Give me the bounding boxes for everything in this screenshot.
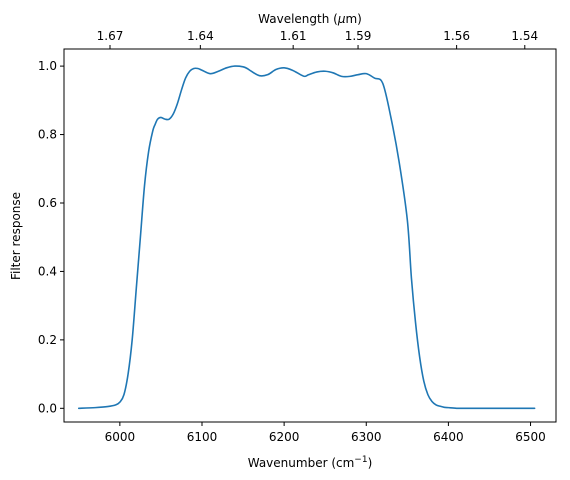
top-x-tick-label: 1.56 (443, 29, 470, 43)
axes: 6000 6100 6200 6300 6400 6500 1.67 1.64 1.61 1.5… (38, 29, 557, 444)
x-tick-label: 6100 (187, 430, 218, 444)
plot-area (77, 65, 536, 410)
x-axis-label: Wavenumber (cm−1) (248, 455, 373, 470)
x-tick-label: 6500 (515, 430, 546, 444)
top-x-tick-label: 1.54 (511, 29, 538, 43)
x-tick-label: 6200 (269, 430, 300, 444)
top-x-tick-label: 1.61 (280, 29, 307, 43)
x-tick-label: 6300 (351, 430, 382, 444)
y-tick-label: 0.4 (38, 264, 57, 278)
bottom-x-ticks: 6000 6100 6200 6300 6400 6500 (105, 422, 546, 444)
y-axis-label: Filter response (9, 192, 23, 280)
x-tick-label: 6400 (433, 430, 464, 444)
top-x-tick-label: 1.64 (187, 29, 214, 43)
plot-frame (63, 48, 557, 423)
top-x-tick-label: 1.59 (345, 29, 372, 43)
y-ticks: 0.0 0.2 0.4 0.6 0.8 1.0 (38, 59, 64, 415)
top-x-tick-label: 1.67 (97, 29, 124, 43)
y-tick-label: 0.0 (38, 401, 57, 415)
y-tick-label: 1.0 (38, 59, 57, 73)
y-tick-label: 0.6 (38, 196, 57, 210)
y-tick-label: 0.8 (38, 128, 57, 142)
x-tick-label: 6000 (105, 430, 136, 444)
top-x-axis-label: Wavelength (μm) (258, 12, 362, 26)
top-x-ticks: 1.67 1.64 1.61 1.59 1.56 1.54 (97, 29, 538, 49)
y-tick-label: 0.2 (38, 333, 57, 347)
filter-response-line (77, 65, 536, 410)
